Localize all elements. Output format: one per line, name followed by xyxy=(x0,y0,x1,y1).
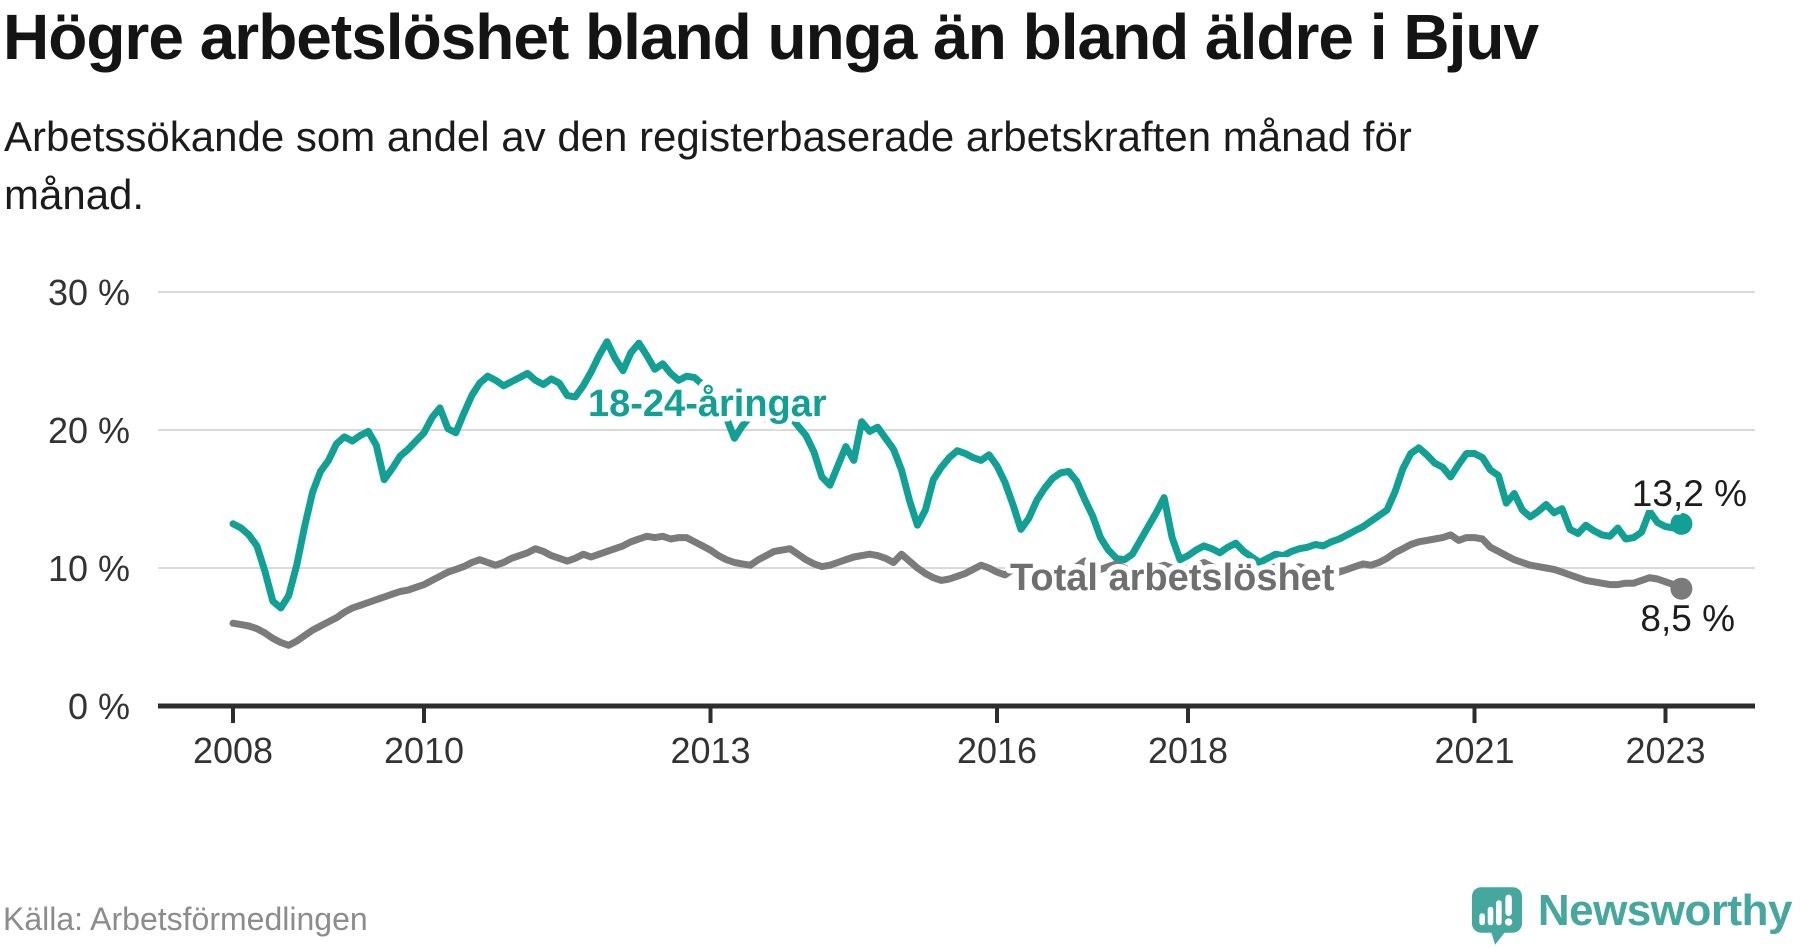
series-label-youth: 18-24-åringar xyxy=(588,383,827,425)
source-note: Källa: Arbetsförmedlingen xyxy=(3,901,368,937)
end-value-total: 8,5 % xyxy=(1640,598,1735,639)
x-axis-label-2016: 2016 xyxy=(957,730,1037,771)
end-dot-total xyxy=(1670,577,1693,600)
y-axis-label-10: 10 % xyxy=(48,548,130,589)
y-axis-label-30: 30 % xyxy=(48,272,130,313)
x-axis-label-2021: 2021 xyxy=(1434,730,1514,771)
brand-wordmark: Newsworthy xyxy=(1537,886,1793,935)
end-dot-youth xyxy=(1670,512,1693,535)
brand-logo: Newsworthy xyxy=(1471,886,1793,946)
x-axis-label-2010: 2010 xyxy=(384,730,464,771)
chart-subtitle: Arbetssökande som andel av den registerb… xyxy=(4,113,1412,218)
series-line-youth xyxy=(229,338,1685,612)
x-axis-label-2023: 2023 xyxy=(1625,730,1705,771)
y-axis-label-0: 0 % xyxy=(68,686,130,727)
x-axis-label-2013: 2013 xyxy=(670,730,750,771)
x-axis-label-2018: 2018 xyxy=(1148,730,1228,771)
series-label-total: Total arbetslöshet xyxy=(1010,557,1335,599)
chart-title: Högre arbetslöshet bland unga än bland ä… xyxy=(3,1,1539,73)
newsworthy-logo-icon xyxy=(1471,887,1522,945)
end-value-youth: 13,2 % xyxy=(1632,473,1747,514)
x-axis-label-2008: 2008 xyxy=(193,730,273,771)
series-line-total xyxy=(229,531,1685,649)
y-axis-label-20: 20 % xyxy=(48,410,130,451)
